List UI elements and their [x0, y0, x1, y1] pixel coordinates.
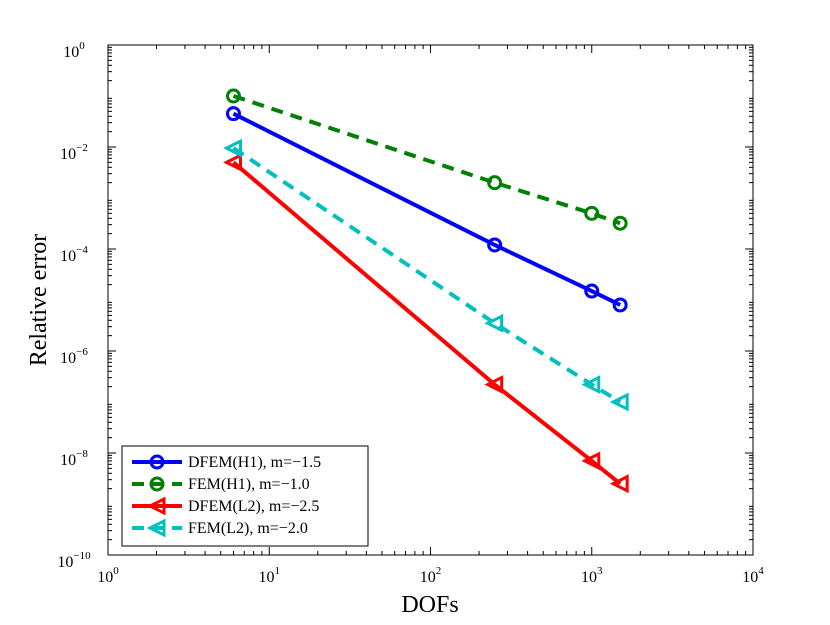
data-point	[225, 106, 241, 122]
data-point	[581, 451, 601, 471]
data-point	[584, 283, 600, 299]
series-3	[223, 138, 629, 412]
series-line	[232, 146, 622, 404]
y-tick-label: 10−2	[60, 142, 88, 163]
series-line	[232, 111, 622, 307]
y-tick-exponent: 0	[79, 40, 85, 52]
legend: DFEM(H1), m=−1.5 FEM(H1), m=−1.0 DFEM(L2),…	[121, 445, 369, 547]
data-point	[484, 313, 504, 333]
x-tick-base: 10	[97, 569, 113, 586]
x-tick-label: 102	[420, 565, 442, 586]
data-point	[223, 138, 242, 158]
y-tick-label: 10−4	[60, 244, 88, 265]
series-1	[225, 88, 628, 231]
y-tick-exponent: −4	[76, 244, 88, 256]
y-tick-base: 10	[57, 554, 73, 571]
x-tick-exponent: 4	[758, 565, 764, 577]
data-point	[225, 88, 241, 104]
legend-item: FEM(L2), m=−2.0	[132, 518, 308, 538]
data-point	[612, 297, 628, 313]
data-point	[484, 375, 504, 394]
legend-label: FEM(H1), m=−1.0	[188, 476, 310, 493]
x-tick-base: 10	[259, 569, 275, 586]
x-axis-label: DOFs	[401, 592, 458, 618]
y-tick-exponent: −6	[76, 346, 88, 358]
x-tick-exponent: 0	[113, 565, 119, 577]
legend-marker	[149, 454, 165, 470]
y-tick-base: 10	[60, 350, 76, 367]
y-axis-label: Relative error	[26, 234, 52, 367]
legend-label: FEM(L2), m=−2.0	[188, 520, 308, 537]
data-point	[487, 237, 503, 253]
x-tick-base: 10	[581, 569, 597, 586]
legend-item: DFEM(H1), m=−1.5	[132, 454, 321, 471]
legend-item: DFEM(L2), m=−2.5	[132, 496, 319, 516]
y-tick-base: 10	[60, 452, 76, 469]
data-point	[581, 375, 601, 394]
y-tick-label: 100	[63, 40, 85, 61]
x-tick-exponent: 2	[436, 565, 442, 577]
x-tick-label: 101	[259, 565, 281, 586]
y-tick-label: 10−8	[60, 448, 88, 469]
y-tick-exponent: −2	[76, 142, 88, 154]
x-tick-base: 10	[420, 569, 436, 586]
data-point	[609, 392, 629, 412]
x-tick-label: 104	[742, 565, 764, 586]
series-2	[223, 152, 629, 494]
y-tick-base: 10	[60, 248, 76, 265]
legend-marker	[146, 496, 166, 516]
legend-marker	[146, 518, 166, 538]
series-layer	[223, 88, 629, 494]
y-tick-exponent: −8	[76, 448, 88, 460]
x-tick-label: 100	[97, 565, 119, 586]
legend-item: FEM(H1), m=−1.0	[132, 476, 310, 493]
y-tick-label: 10−6	[60, 346, 88, 367]
data-point	[612, 215, 628, 231]
x-tick-exponent: 1	[275, 565, 281, 577]
y-tick-exponent: −10	[73, 550, 91, 562]
x-tick-base: 10	[742, 569, 758, 586]
x-tick-label: 103	[581, 565, 603, 586]
data-point	[609, 474, 629, 494]
data-point	[584, 205, 600, 221]
x-tick-exponent: 3	[597, 565, 603, 577]
series-0	[225, 106, 628, 313]
y-tick-base: 10	[60, 146, 76, 163]
legend-label: DFEM(L2), m=−2.5	[188, 498, 319, 515]
legend-marker	[149, 476, 165, 492]
data-point	[223, 152, 242, 172]
data-point	[487, 175, 503, 191]
legend-label: DFEM(H1), m=−1.5	[188, 454, 321, 471]
series-line	[232, 94, 621, 226]
series-line	[232, 160, 622, 486]
y-tick-label: 10−10	[57, 550, 91, 571]
y-tick-base: 10	[63, 44, 79, 61]
